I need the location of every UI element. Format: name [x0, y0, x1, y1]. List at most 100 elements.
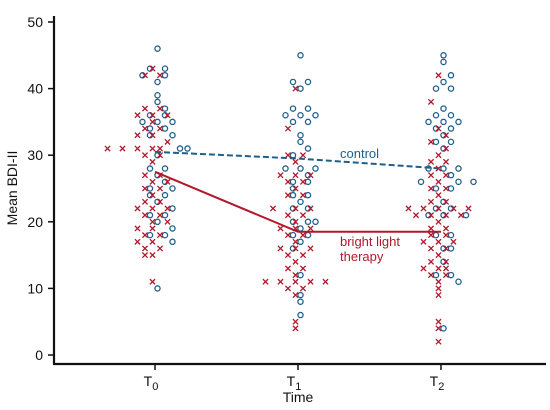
- bright_light-point: [420, 205, 427, 212]
- y-tick-label: 50: [27, 14, 43, 30]
- bright_light-point: [322, 278, 329, 285]
- control-point: [304, 218, 312, 226]
- control-point: [282, 165, 289, 172]
- control-point: [297, 131, 304, 139]
- control-point: [282, 111, 289, 119]
- control-point: [440, 118, 447, 126]
- control-point: [169, 118, 176, 126]
- bright_light-point: [442, 272, 450, 279]
- bright_light-point: [442, 232, 450, 239]
- bright_light-label: bright light therapy: [340, 234, 400, 264]
- bright_light-point: [269, 205, 277, 212]
- control-point: [297, 138, 304, 146]
- bright_light-point: [435, 238, 442, 245]
- bright_light-point: [149, 192, 156, 199]
- bright_light-point: [292, 258, 299, 265]
- bright_light-point: [292, 325, 299, 332]
- control-point: [146, 125, 154, 132]
- bright_light-point: [299, 232, 307, 239]
- control-point: [447, 231, 455, 239]
- bright_light-point: [141, 172, 149, 179]
- bright_light-point: [141, 245, 149, 252]
- control-point: [146, 185, 154, 192]
- control-point: [470, 178, 477, 186]
- control-point: [169, 131, 176, 139]
- bright_light-point: [156, 245, 164, 252]
- control-point: [139, 118, 146, 126]
- x-tick-label: T0: [144, 373, 159, 393]
- bright_light-point: [156, 105, 164, 112]
- bright_light-point: [442, 212, 450, 219]
- bright_light-point: [284, 212, 292, 219]
- bright_light-point: [149, 218, 156, 225]
- control-point: [289, 118, 297, 126]
- control-point: [289, 105, 297, 112]
- control-point: [297, 271, 304, 279]
- control-mean-line: [154, 150, 442, 170]
- control-point: [289, 78, 297, 86]
- x-tick-subscript: 0: [152, 381, 158, 393]
- bright_light-point: [141, 198, 149, 205]
- bright_light-point: [141, 185, 149, 192]
- bright_light-point: [292, 172, 299, 179]
- bright_light-point: [435, 285, 442, 292]
- bright_light-point: [284, 178, 292, 185]
- control-point: [432, 231, 440, 239]
- bright_light-point: [435, 338, 442, 345]
- bright_light-point: [292, 185, 299, 192]
- bright_light-point: [435, 165, 442, 172]
- bright_light-point: [141, 212, 149, 219]
- x-tick-subscript: 2: [438, 381, 444, 393]
- control-point: [289, 178, 297, 186]
- bright_light-point: [149, 278, 156, 285]
- bright_light-point: [134, 225, 141, 232]
- bright_light-point: [164, 205, 171, 212]
- control-point: [447, 125, 455, 132]
- chart-axes: [52, 16, 546, 366]
- bright_light-point: [427, 258, 435, 265]
- bright_light-point: [442, 265, 450, 272]
- control-point: [455, 278, 462, 285]
- bright_light-point: [307, 278, 314, 285]
- y-ticks: 0 10 20 30 40 50: [27, 14, 54, 363]
- control-point: [447, 171, 455, 179]
- bright_light-point: [292, 218, 299, 225]
- control-point: [154, 45, 161, 52]
- control-point: [161, 65, 169, 72]
- control-point: [161, 165, 169, 172]
- bright_light-point: [284, 152, 292, 159]
- control-point: [304, 178, 312, 186]
- control-point: [161, 191, 169, 199]
- y-tick-label: 20: [27, 214, 43, 230]
- control-label-line: control: [340, 146, 379, 161]
- x-tick-label: T2: [430, 373, 445, 393]
- bright_light-point: [164, 112, 171, 119]
- control-point: [297, 238, 304, 246]
- bright_light-point: [427, 212, 435, 219]
- control-point: [425, 165, 432, 172]
- control-point: [440, 52, 447, 59]
- control-point: [447, 185, 455, 192]
- control-point: [304, 191, 312, 199]
- bright_light-point: [299, 252, 307, 259]
- bright_light-point: [284, 232, 292, 239]
- bright_light-point: [149, 225, 156, 232]
- y-axis-title: Mean BDI-II: [4, 151, 20, 226]
- bright_light-point: [141, 252, 149, 259]
- control-point: [447, 138, 455, 146]
- bright_light-point: [284, 192, 292, 199]
- bright_light-mean-line: [154, 170, 441, 233]
- control-point: [304, 118, 312, 126]
- bright_light-point: [450, 205, 457, 212]
- bright_light-point: [427, 185, 435, 192]
- bright_light-point: [427, 245, 435, 252]
- bright_light-point: [299, 192, 307, 199]
- control-point: [289, 191, 297, 199]
- bright_light-point: [299, 265, 307, 272]
- control-point: [297, 225, 304, 232]
- bright_light-point: [149, 112, 156, 119]
- control-point: [432, 271, 440, 279]
- control-point: [447, 271, 455, 279]
- control-point: [447, 72, 455, 79]
- bright_light-point: [412, 212, 420, 219]
